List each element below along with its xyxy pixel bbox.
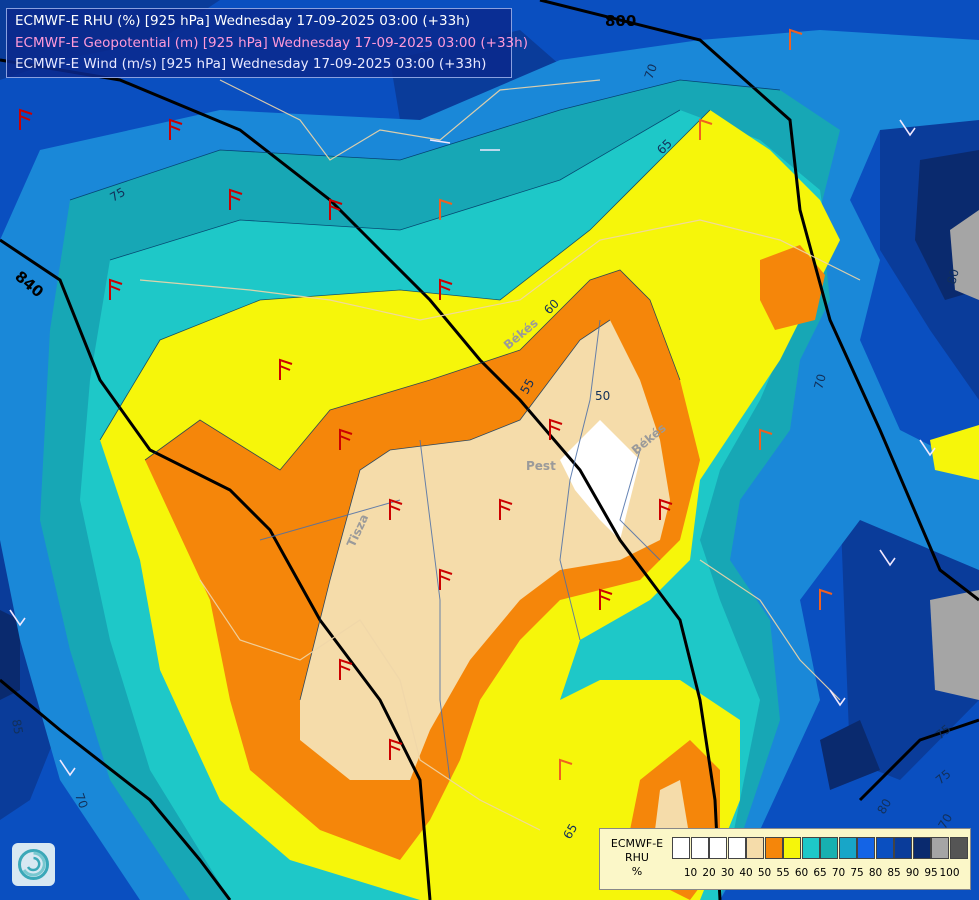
wind-barbs-warm xyxy=(19,108,673,760)
legend-swatch xyxy=(672,837,690,859)
legend-tick: 65 xyxy=(813,867,827,879)
rh-55-60-east-spot xyxy=(760,245,825,330)
contour-label-800: 800 xyxy=(605,12,636,30)
legend-swatch xyxy=(949,837,968,859)
legend-swatch xyxy=(690,837,709,859)
legend-tick: 100 xyxy=(939,867,960,879)
contour-label-rh: 70 xyxy=(72,791,90,810)
legend-swatch xyxy=(746,837,764,859)
ecmwf-logo xyxy=(12,843,55,886)
contour-label-rh: 70 xyxy=(642,62,660,81)
legend-tick: 80 xyxy=(868,867,883,879)
wind-barbs-cool xyxy=(9,119,936,777)
legend-unit: % xyxy=(631,865,643,878)
rh-50-55-band xyxy=(300,320,670,780)
legend-tick: 90 xyxy=(905,867,920,879)
legend-swatch xyxy=(727,837,746,859)
legend-swatch xyxy=(764,837,783,859)
legend-tick: 50 xyxy=(757,867,772,879)
contour-label-rh: 70 xyxy=(811,372,828,390)
legend-title: ECMWF-E RHU % xyxy=(604,837,670,879)
legend-swatch xyxy=(801,837,820,859)
contour-label-rh: 80 xyxy=(944,267,961,285)
wind-barbs-orange xyxy=(439,28,833,780)
contour-label-rh: 70 xyxy=(935,811,955,831)
title-geopotential: ECMWF-E Geopotential (m) [925 hPa] Wedne… xyxy=(15,35,528,51)
contour-label-rh: 50 xyxy=(595,389,610,403)
rh-60-65-east-island xyxy=(930,425,979,480)
legend-tick: 55 xyxy=(776,867,790,879)
legend-title-line1: ECMWF-E xyxy=(610,837,664,850)
legend-swatch xyxy=(820,837,838,859)
legend-tick: 40 xyxy=(739,867,753,879)
borders xyxy=(139,79,861,831)
legend-swatch xyxy=(857,837,875,859)
rivers xyxy=(259,319,661,781)
rh-legend: ECMWF-E RHU % 10 20 30 40 50 55 60 65 70 75 80 85 90… xyxy=(599,828,971,890)
legend-tick: 30 xyxy=(720,867,735,879)
legend-tick: 70 xyxy=(831,867,846,879)
legend-tick: 85 xyxy=(887,867,901,879)
legend-swatch xyxy=(709,837,727,859)
legend-title-line2: RHU xyxy=(625,851,649,864)
legend-swatch xyxy=(875,837,894,859)
legend-swatch xyxy=(931,837,949,859)
rh-contour-lines xyxy=(69,79,781,701)
legend-tick: 95 xyxy=(924,867,938,879)
contour-label-rh: 80 xyxy=(874,796,894,816)
contour-label-rh: 55 xyxy=(517,376,537,396)
title-wind: ECMWF-E Wind (m/s) [925 hPa] Wednesday 1… xyxy=(15,56,487,72)
legend-swatch xyxy=(912,837,931,859)
contour-label-rh: 85 xyxy=(9,718,25,735)
rh-95-100-zones xyxy=(930,210,979,700)
title-rhu: ECMWF-E RHU (%) [925 hPa] Wednesday 17-0… xyxy=(15,13,470,29)
legend-swatch xyxy=(838,837,857,859)
contour-label-rh: 65 xyxy=(560,821,580,841)
legend-swatch xyxy=(894,837,912,859)
contour-label-rh: 75 xyxy=(108,185,128,205)
legend-tick: 20 xyxy=(702,867,716,879)
map-title-box: ECMWF-E RHU (%) [925 hPa] Wednesday 17-0… xyxy=(6,8,528,78)
legend-tick: 75 xyxy=(850,867,864,879)
legend-tick: 10 xyxy=(683,867,698,879)
rh-below-50-zone xyxy=(560,420,640,540)
legend-swatch xyxy=(783,837,801,859)
legend-tick: 60 xyxy=(794,867,809,879)
place-label-pest: Pest xyxy=(526,459,556,473)
